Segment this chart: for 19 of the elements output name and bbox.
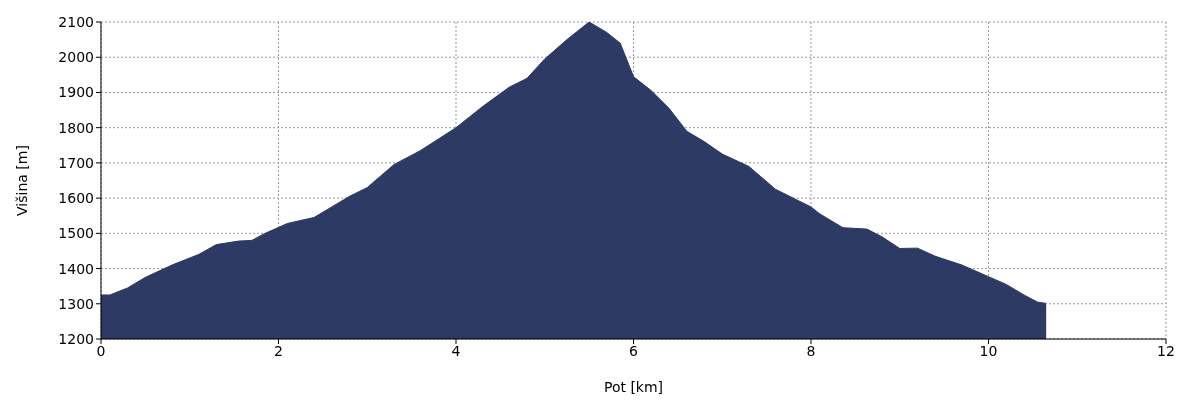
y-axis-title: Višina [m] xyxy=(13,145,30,216)
x-tick-label: 2 xyxy=(274,342,283,359)
x-axis-title: Pot [km] xyxy=(603,379,664,395)
y-tick-label: 1600 xyxy=(58,190,94,207)
y-tick-label: 1700 xyxy=(58,154,94,171)
y-tick-label: 2000 xyxy=(58,49,94,66)
y-tick-label: 1200 xyxy=(58,330,94,347)
y-tick-label: 1500 xyxy=(58,225,94,242)
y-tick-label: 1400 xyxy=(58,260,94,277)
y-tick-label: 1800 xyxy=(58,119,94,136)
x-tick-label: 8 xyxy=(806,342,816,359)
y-tick-label: 1300 xyxy=(58,295,94,312)
x-tick-label: 12 xyxy=(1157,342,1175,359)
x-tick-label: 4 xyxy=(451,342,461,359)
y-tick-label: 1900 xyxy=(58,84,94,101)
x-tick-label: 10 xyxy=(979,342,998,359)
x-tick-label: 0 xyxy=(96,342,106,359)
x-tick-label: 6 xyxy=(629,342,639,359)
y-tick-label: 2100 xyxy=(58,13,94,30)
